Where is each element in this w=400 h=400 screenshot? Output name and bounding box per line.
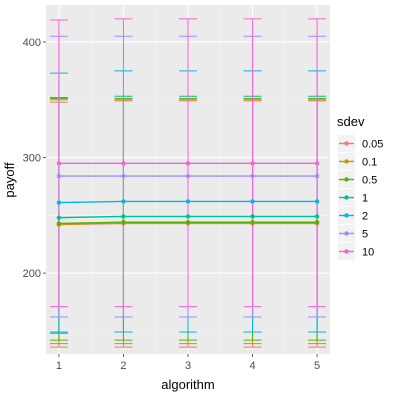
data-point-5 [250, 173, 255, 179]
data-point-2 [250, 199, 255, 204]
legend-title: sdev [337, 114, 365, 129]
x-tick-label: 3 [185, 360, 191, 372]
data-point-2 [121, 199, 126, 204]
data-point-1 [56, 215, 62, 220]
legend-label-2: 2 [362, 211, 368, 223]
x-tick-label: 2 [120, 360, 126, 372]
y-tick-label: 200 [23, 268, 41, 280]
y-tick-label: 300 [23, 153, 41, 165]
data-point-5 [56, 173, 62, 179]
legend-key-point-0.05 [344, 141, 349, 146]
data-point-10 [185, 161, 191, 166]
legend-key-point-10 [344, 249, 349, 254]
data-point-2 [314, 199, 320, 204]
data-point-1 [121, 214, 126, 219]
data-point-10 [121, 161, 126, 166]
data-point-5 [185, 173, 191, 179]
legend-key-point-1 [344, 195, 349, 200]
series-points [56, 161, 320, 227]
legend-label-0.1: 0.1 [362, 157, 377, 169]
data-point-1 [250, 214, 255, 219]
data-point-0.5 [314, 220, 320, 225]
x-tick-label: 4 [249, 360, 255, 372]
data-point-10 [250, 161, 255, 166]
legend-key-point-0.5 [344, 177, 349, 182]
y-tick-label: 400 [23, 37, 41, 49]
data-point-5 [314, 173, 320, 179]
data-point-2 [185, 199, 191, 204]
legend-label-5: 5 [362, 229, 368, 241]
legend-label-1: 1 [362, 193, 368, 205]
data-point-10 [314, 161, 320, 166]
legend-label-0.5: 0.5 [362, 175, 377, 187]
data-point-0.5 [121, 220, 126, 225]
x-tick-label: 5 [314, 360, 320, 372]
x-tick-label: 1 [56, 360, 62, 372]
data-point-0.5 [185, 220, 191, 225]
legend-key-point-5 [344, 231, 349, 236]
data-point-10 [56, 161, 62, 166]
axes: 200 300 400 1 2 3 4 5 [23, 37, 321, 372]
y-axis-title: payoff [2, 162, 17, 198]
data-point-2 [56, 200, 62, 205]
legend-label-10: 10 [362, 247, 374, 259]
x-axis-title: algorithm [161, 377, 214, 392]
legend-key-point-2 [344, 213, 349, 218]
legend: sdev 0.05 0.1 0.5 1 2 5 10 [337, 114, 383, 260]
legend-label-0.05: 0.05 [362, 139, 383, 151]
data-point-0.5 [250, 220, 255, 225]
legend-key-point-0.1 [344, 159, 349, 164]
data-point-1 [185, 214, 191, 219]
data-point-5 [121, 173, 126, 179]
data-point-0.5 [56, 221, 62, 226]
data-point-1 [314, 214, 320, 219]
